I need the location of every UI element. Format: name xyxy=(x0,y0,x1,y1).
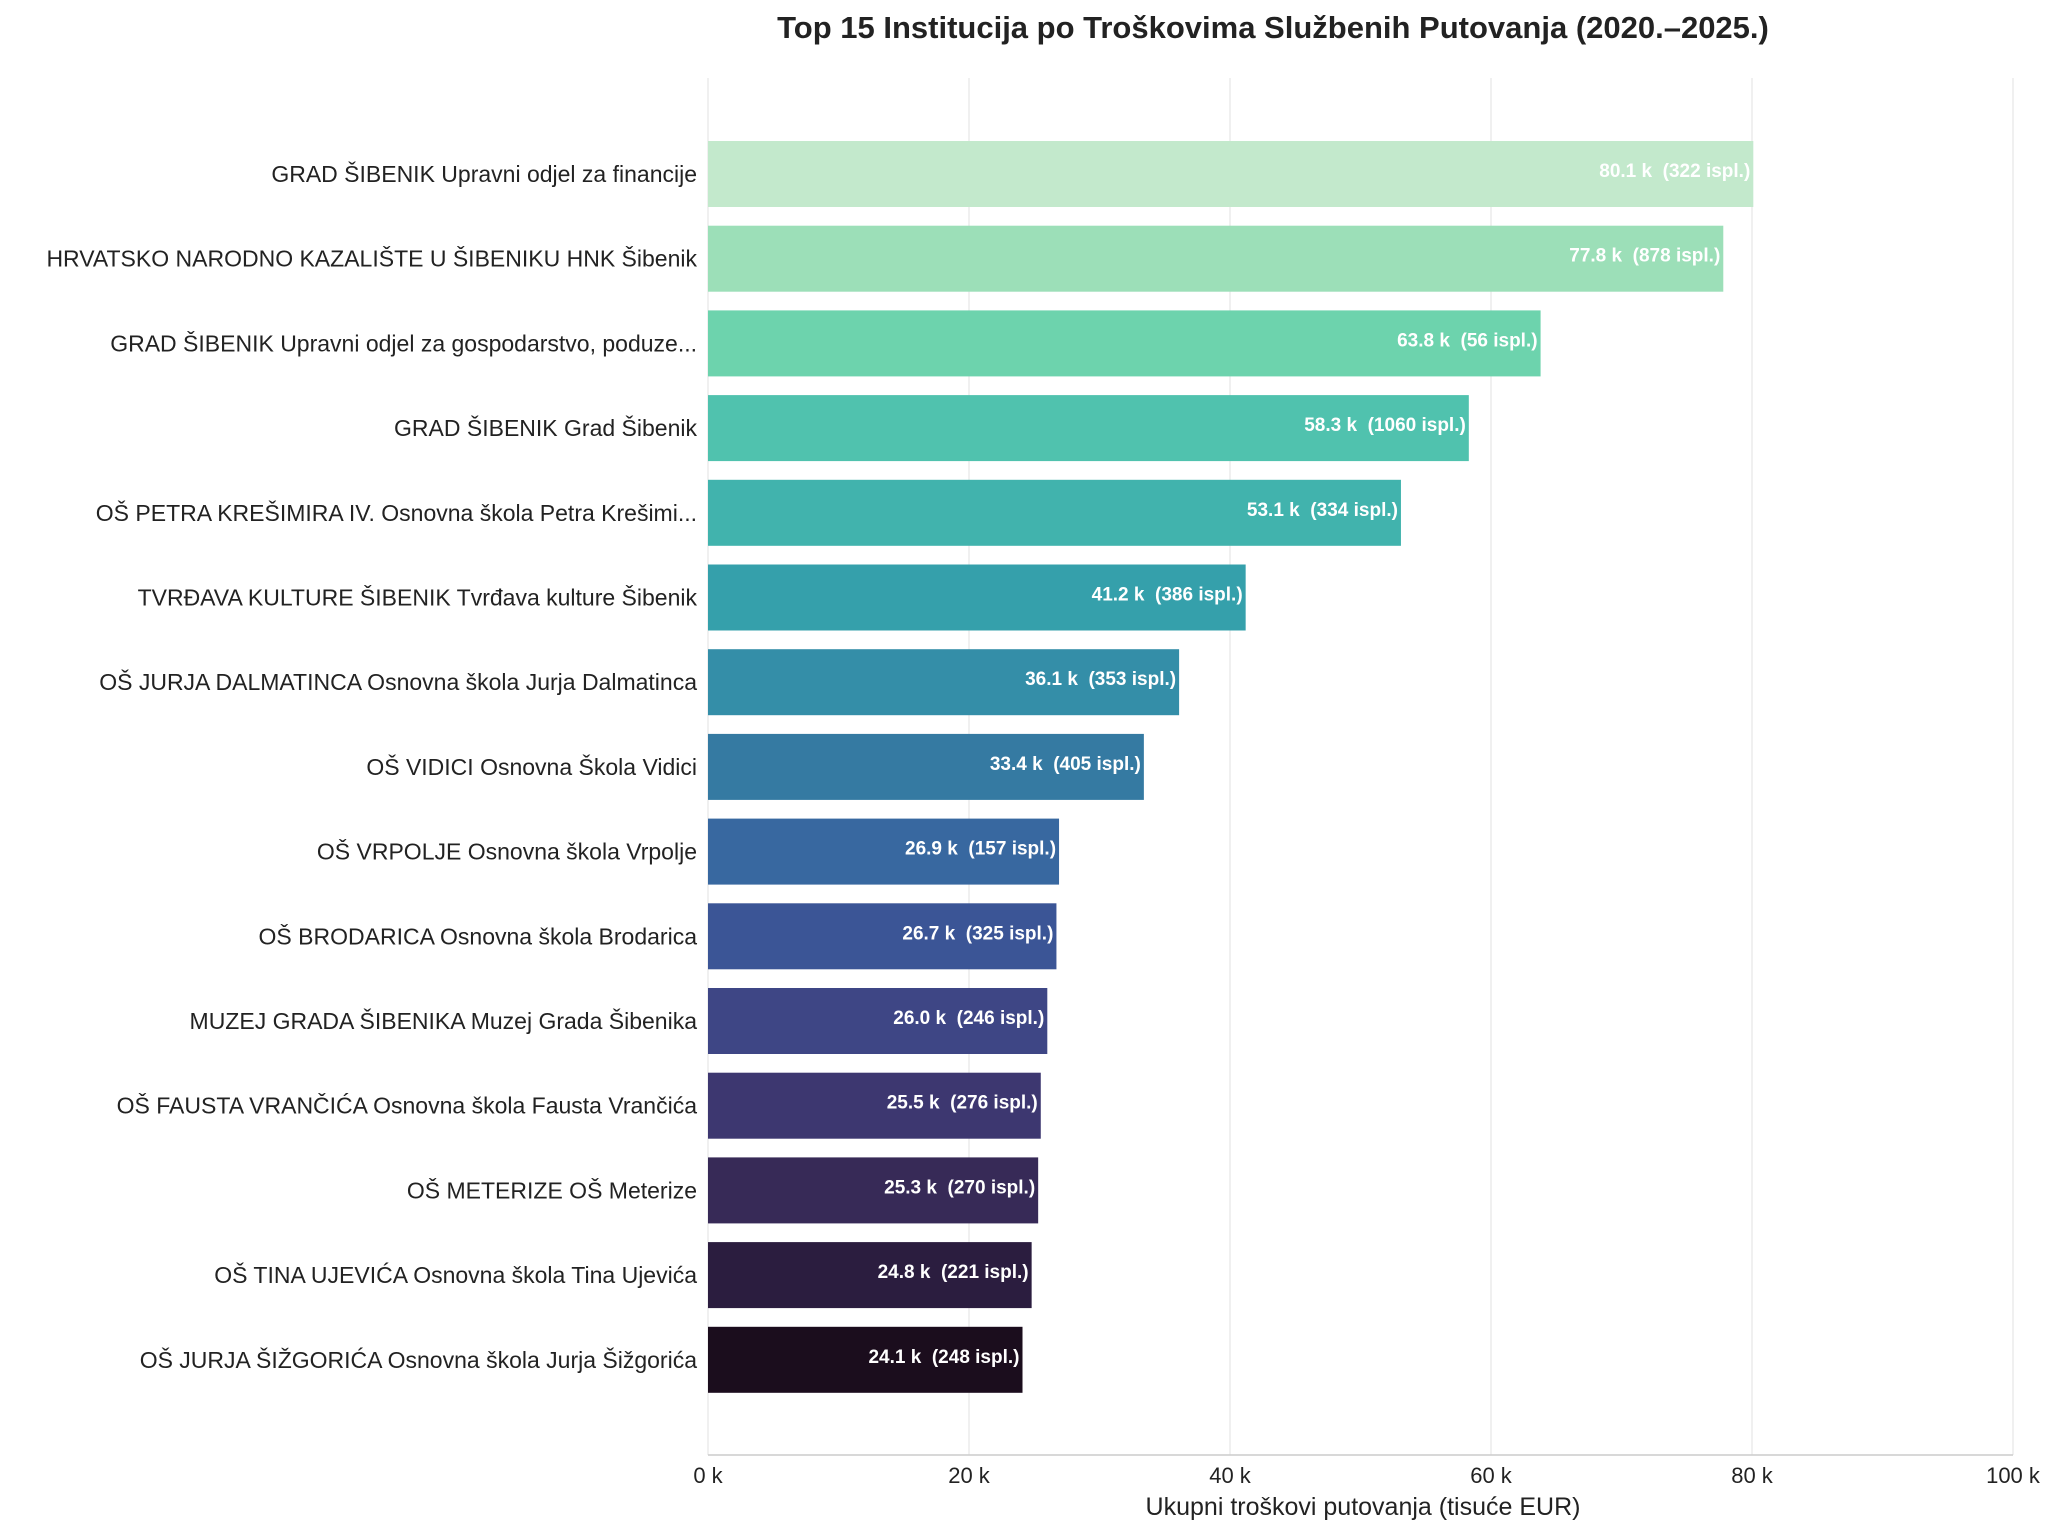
category-labels: GRAD ŠIBENIK Upravni odjel za financije H… xyxy=(46,160,697,1373)
value-label: 33.4 k (405 ispl.) xyxy=(990,754,1141,775)
value-label: 26.0 k (246 ispl.) xyxy=(893,1008,1044,1029)
value-label: 26.7 k (325 ispl.) xyxy=(902,923,1053,944)
value-label: 41.2 k (386 ispl.) xyxy=(1092,585,1243,606)
bar xyxy=(708,903,1057,970)
category-label: OŠ JURJA ŠIŽGORIĆA Osnovna škola Jurja Š… xyxy=(140,1346,698,1373)
bar xyxy=(708,649,1180,716)
category-label: MUZEJ GRADA ŠIBENIKA Muzej Grada Šibenik… xyxy=(190,1007,698,1034)
category-label: TVRĐAVA KULTURE ŠIBENIK Tvrđava kulture … xyxy=(138,584,698,611)
category-label: GRAD ŠIBENIK Grad Šibenik xyxy=(394,414,697,441)
category-label: OŠ VRPOLJE Osnovna škola Vrpolje xyxy=(317,838,697,865)
value-label: 24.8 k (221 ispl.) xyxy=(878,1262,1029,1283)
category-label: OŠ METERIZE OŠ Meterize xyxy=(407,1176,697,1203)
bar xyxy=(708,395,1469,462)
bar xyxy=(708,564,1246,631)
category-label: GRAD ŠIBENIK Upravni odjel za gospodarst… xyxy=(110,329,697,356)
value-label: 25.3 k (270 ispl.) xyxy=(884,1177,1035,1198)
category-label: OŠ FAUSTA VRANČIĆA Osnovna škola Fausta … xyxy=(117,1092,698,1119)
x-tick-label: 60 k xyxy=(1470,1463,1513,1488)
x-tick-label: 100 k xyxy=(1986,1463,2041,1488)
category-label: OŠ JURJA DALMATINCA Osnovna škola Jurja … xyxy=(99,668,697,695)
x-tick-label: 80 k xyxy=(1731,1463,1774,1488)
category-label: OŠ VIDICI Osnovna Škola Vidici xyxy=(366,753,697,780)
value-labels: 80.1 k (322 ispl.) 77.8 k (878 ispl.) 63.8… xyxy=(868,161,1750,1368)
x-axis-label: Ukupni troškovi putovanja (tisuće EUR) xyxy=(1146,1493,1581,1521)
bars xyxy=(708,141,1754,1393)
category-label: OŠ BRODARICA Osnovna škola Brodarica xyxy=(259,922,698,949)
bar xyxy=(708,1157,1039,1224)
bar xyxy=(708,310,1541,377)
bar xyxy=(708,1242,1032,1309)
bar xyxy=(708,988,1048,1054)
x-tick-label: 0 k xyxy=(693,1463,723,1488)
value-label: 63.8 k (56 ispl.) xyxy=(1397,330,1537,351)
category-label: OŠ PETRA KREŠIMIRA IV. Osnovna škola Pet… xyxy=(96,499,697,526)
category-label: GRAD ŠIBENIK Upravni odjel za financije xyxy=(271,160,697,187)
value-label: 36.1 k (353 ispl.) xyxy=(1025,669,1176,690)
value-label: 80.1 k (322 ispl.) xyxy=(1599,161,1750,182)
category-label: OŠ TINA UJEVIĆA Osnovna škola Tina Ujevi… xyxy=(214,1261,697,1288)
bar xyxy=(708,225,1724,292)
value-label: 25.5 k (276 ispl.) xyxy=(887,1093,1038,1114)
bar xyxy=(708,818,1060,885)
x-tick-label: 40 k xyxy=(1209,1463,1252,1488)
x-axis: 0 k 20 k 40 k 60 k 80 k 100 k xyxy=(693,1454,2041,1488)
value-label: 58.3 k (1060 ispl.) xyxy=(1304,415,1466,436)
category-label: HRVATSKO NARODNO KAZALIŠTE U ŠIBENIKU HN… xyxy=(46,245,697,272)
value-label: 26.9 k (157 ispl.) xyxy=(905,839,1056,860)
value-label: 53.1 k (334 ispl.) xyxy=(1247,500,1398,521)
chart-title: Top 15 Institucija po Troškovima Služben… xyxy=(777,10,1769,45)
bar xyxy=(708,733,1144,800)
x-tick-label: 20 k xyxy=(948,1463,991,1488)
bar xyxy=(708,141,1754,207)
value-label: 77.8 k (878 ispl.) xyxy=(1569,246,1720,267)
bar xyxy=(708,479,1401,546)
value-label: 24.1 k (248 ispl.) xyxy=(868,1347,1019,1368)
bar xyxy=(708,1326,1023,1393)
bar xyxy=(708,1072,1041,1139)
